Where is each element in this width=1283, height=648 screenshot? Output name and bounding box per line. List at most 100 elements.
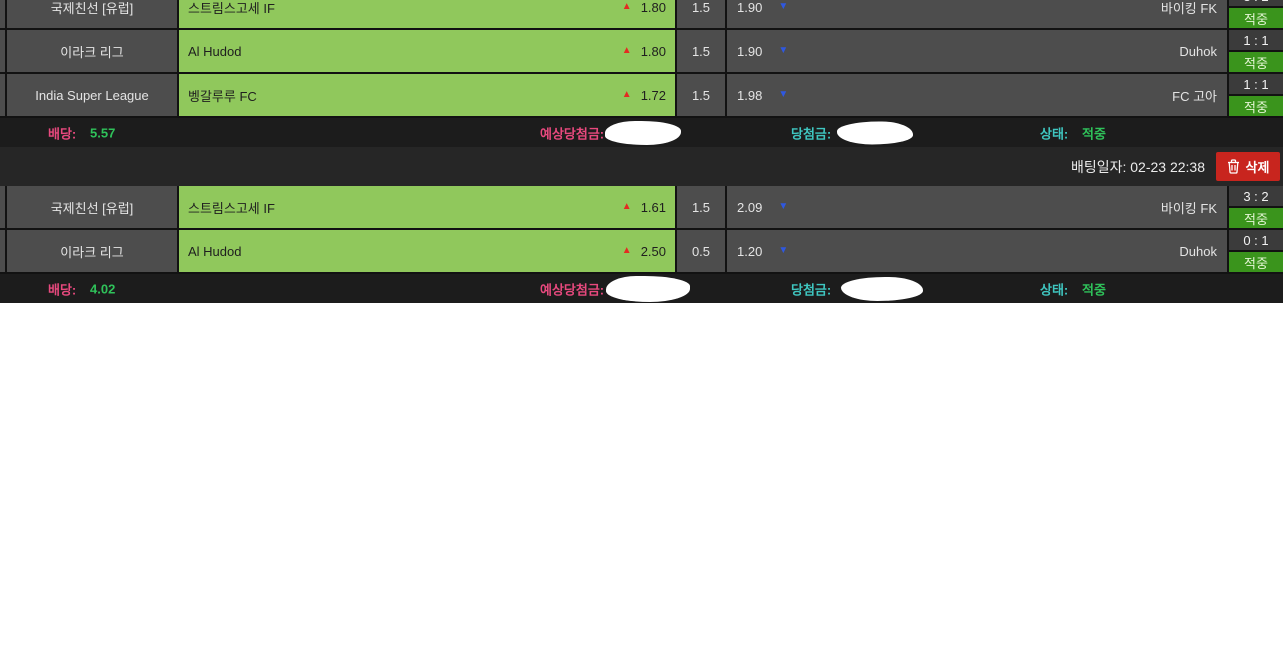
status-value: 적중 (1082, 282, 1106, 297)
league-cell: 이라크 리그 (5, 230, 177, 272)
picked-odds: ▲ 1.80 (622, 44, 666, 59)
picked-team-name: Al Hudod (188, 243, 242, 259)
picked-odds-value: 1.80 (640, 0, 666, 15)
row-left-sliver (0, 74, 5, 116)
opponent-odds-value: 1.20 (737, 243, 763, 259)
opponent-cell: 1.90 ▼ Duhok (725, 30, 1227, 72)
up-triangle-icon: ▲ (621, 1, 632, 12)
opponent-cell: 1.90 ▼ 바이킹 FK (725, 0, 1227, 28)
league-cell: India Super League (5, 74, 177, 116)
opponent-cell: 1.20 ▼ Duhok (725, 230, 1227, 272)
opponent-odds-value: 1.90 (737, 43, 763, 59)
status-value: 적중 (1082, 126, 1106, 141)
down-triangle-icon: ▼ (778, 1, 789, 12)
delete-button[interactable]: 삭제 (1216, 152, 1280, 181)
picked-odds: ▲ 1.72 (622, 88, 666, 103)
picked-odds-value: 1.61 (640, 199, 666, 215)
opponent-odds: 1.90 ▼ (737, 44, 788, 59)
picked-team-cell: Al Hudod ▲ 1.80 (177, 30, 675, 72)
winnings-label: 당첨금: (791, 126, 832, 141)
picked-team-cell: 스트림스고세 IF ▲ 1.61 (177, 186, 675, 228)
picked-odds-value: 1.72 (640, 87, 666, 103)
delete-button-label: 삭제 (1245, 160, 1270, 175)
row-left-sliver (0, 230, 5, 272)
bet-row: 국제친선 [유럽] 스트림스고세 IF ▲ 1.80 1.5 1.90 ▼ 바이… (0, 0, 1283, 30)
redacted-winnings-amount (841, 276, 923, 301)
up-triangle-icon: ▲ (621, 245, 632, 256)
down-triangle-icon: ▼ (778, 245, 789, 256)
expected-winnings-label: 예상당첨금: (540, 126, 605, 141)
up-triangle-icon: ▲ (621, 89, 632, 100)
picked-team-name: 벵갈루루 FC (188, 88, 257, 104)
score-value: 3 : 2 (1229, 0, 1283, 6)
opponent-odds-value: 1.90 (737, 0, 763, 15)
dividend-label: 배당: (48, 126, 77, 141)
bet-summary-row: 배당: 4.02 예상당첨금: 당첨금: 상태: 적중 (0, 274, 1283, 303)
result-badge: 적중 (1229, 252, 1283, 272)
down-triangle-icon: ▼ (778, 45, 789, 56)
picked-odds: ▲ 1.61 (622, 200, 666, 215)
opponent-odds: 1.20 ▼ (737, 244, 788, 259)
expected-winnings-label: 예상당첨금: (540, 282, 605, 297)
score-column: 3 : 2 적중 (1227, 186, 1283, 228)
row-left-sliver (0, 0, 5, 28)
betting-history-table: 국제친선 [유럽] 스트림스고세 IF ▲ 1.80 1.5 1.90 ▼ 바이… (0, 0, 1283, 303)
score-column: 0 : 1 적중 (1227, 230, 1283, 272)
picked-team-cell: Al Hudod ▲ 2.50 (177, 230, 675, 272)
opponent-odds: 1.90 ▼ (737, 0, 788, 15)
picked-team-name: Al Hudod (188, 43, 242, 59)
score-divider (1229, 94, 1283, 96)
picked-team-cell: 벵갈루루 FC ▲ 1.72 (177, 74, 675, 116)
score-value: 0 : 1 (1229, 230, 1283, 250)
score-value: 1 : 1 (1229, 74, 1283, 94)
redacted-expected-amount (606, 275, 690, 302)
score-column: 3 : 2 적중 (1227, 0, 1283, 28)
redacted-winnings-amount (837, 121, 913, 144)
opponent-odds: 1.98 ▼ (737, 88, 788, 103)
picked-odds: ▲ 1.80 (622, 0, 666, 15)
score-divider (1229, 206, 1283, 208)
down-triangle-icon: ▼ (778, 89, 789, 100)
handicap-cell: 1.5 (675, 186, 725, 228)
score-column: 1 : 1 적중 (1227, 30, 1283, 72)
handicap-cell: 1.5 (675, 74, 725, 116)
dividend-label: 배당: (48, 282, 77, 297)
score-divider (1229, 250, 1283, 252)
bet-date: 배팅일자: 02-23 22:38 (1070, 158, 1205, 175)
league-cell: 국제친선 [유럽] (5, 0, 177, 28)
bet-row: 이라크 리그 Al Hudod ▲ 2.50 0.5 1.20 ▼ Duhok … (0, 230, 1283, 274)
picked-odds-value: 2.50 (640, 243, 666, 259)
bet-row: India Super League 벵갈루루 FC ▲ 1.72 1.5 1.… (0, 74, 1283, 118)
opponent-name: 바이킹 FK (1160, 200, 1217, 216)
status-label: 상태: (1040, 282, 1069, 297)
picked-team-name: 스트림스고세 IF (188, 200, 275, 216)
up-triangle-icon: ▲ (621, 201, 632, 212)
down-triangle-icon: ▼ (778, 201, 789, 212)
row-left-sliver (0, 186, 5, 228)
opponent-cell: 1.98 ▼ FC 고아 (725, 74, 1227, 116)
dividend-value: 4.02 (90, 281, 116, 296)
picked-odds-value: 1.80 (640, 43, 666, 59)
picked-team-name: 스트림스고세 IF (188, 0, 275, 16)
score-value: 1 : 1 (1229, 30, 1283, 50)
handicap-cell: 1.5 (675, 0, 725, 28)
opponent-name: Duhok (1179, 43, 1217, 59)
handicap-cell: 0.5 (675, 230, 725, 272)
picked-team-cell: 스트림스고세 IF ▲ 1.80 (177, 0, 675, 28)
up-triangle-icon: ▲ (621, 45, 632, 56)
status-label: 상태: (1040, 126, 1069, 141)
winnings-label: 당첨금: (791, 282, 832, 297)
result-badge: 적중 (1229, 208, 1283, 228)
opponent-name: Duhok (1179, 243, 1217, 259)
score-divider (1229, 6, 1283, 8)
league-cell: 이라크 리그 (5, 30, 177, 72)
bet-summary-row: 배당: 5.57 예상당첨금: 당첨금: 상태: 적중 (0, 118, 1283, 147)
bet-footer-row: 배팅일자: 02-23 22:38 삭제 (0, 147, 1283, 186)
dividend-value: 5.57 (90, 125, 116, 140)
score-divider (1229, 50, 1283, 52)
picked-odds: ▲ 2.50 (622, 244, 666, 259)
redacted-expected-amount (605, 120, 681, 145)
result-badge: 적중 (1229, 8, 1283, 28)
row-left-sliver (0, 30, 5, 72)
bet-row: 국제친선 [유럽] 스트림스고세 IF ▲ 1.61 1.5 2.09 ▼ 바이… (0, 186, 1283, 230)
